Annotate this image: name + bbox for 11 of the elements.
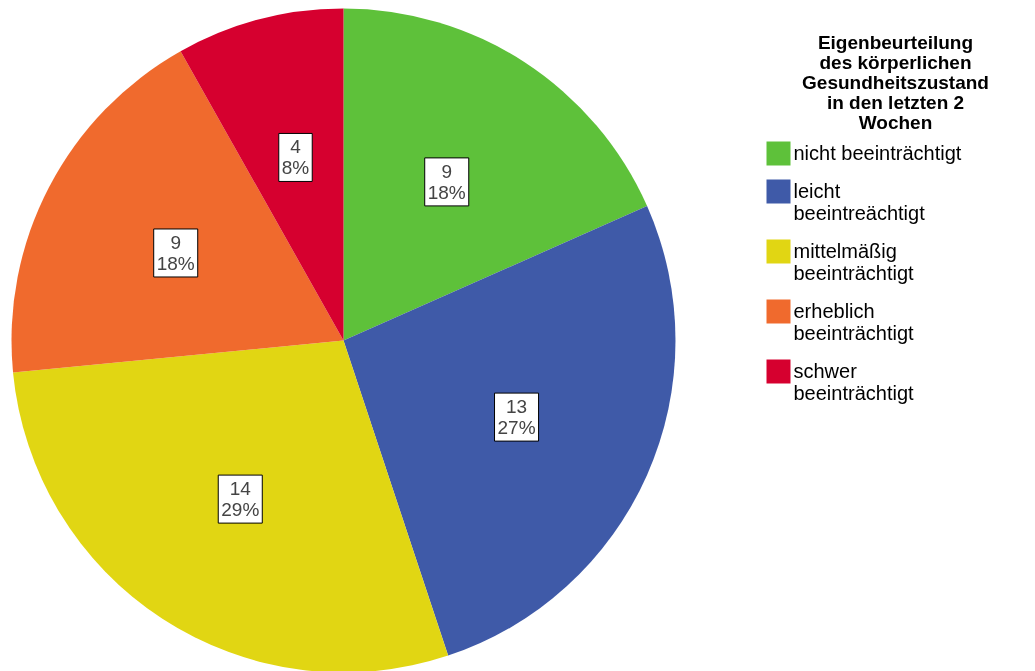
legend-title: Eigenbeurteilung des körperlichen Gesundheitszustand in den letzten 2 Wochen — [802, 31, 989, 133]
legend-label: leicht beeintreächtigt — [793, 179, 926, 224]
data-label: 9 18% — [427, 160, 466, 203]
data-label: 9 18% — [156, 231, 195, 274]
legend-label: nicht beeinträchtigt — [793, 141, 962, 164]
data-label: 14 29% — [221, 478, 260, 521]
legend-label: erheblich beeinträchtigt — [793, 299, 915, 344]
data-label: 4 8% — [281, 136, 310, 179]
data-label: 13 27% — [497, 396, 536, 439]
legend-label: mittelmäßig beeinträchtigt — [793, 239, 915, 284]
legend-label: schwer beeinträchtigt — [793, 359, 915, 404]
